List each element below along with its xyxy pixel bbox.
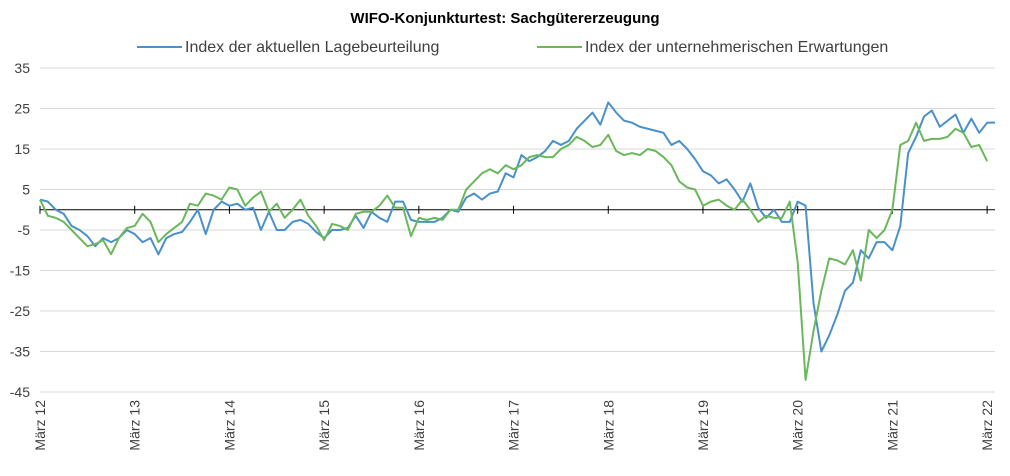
y-tick-label: 25 xyxy=(14,101,30,117)
chart-title: WIFO-Konjunkturtest: Sachgütererzeugung xyxy=(350,10,659,27)
y-axis-tick-labels: 35 25 15 5 -5 -15 -25 -35 -45 xyxy=(10,60,30,400)
x-tick-label: März 16 xyxy=(411,400,427,451)
y-tick-label: -5 xyxy=(18,222,31,238)
y-tick-label: -15 xyxy=(10,263,30,279)
legend-item-lagebeurteilung: Index der aktuellen Lagebeurteilung xyxy=(137,39,439,56)
series-line-lagebeurteilung xyxy=(39,101,995,353)
y-tick-label: -35 xyxy=(10,344,30,360)
legend: Index der aktuellen Lagebeurteilung Index… xyxy=(137,39,888,56)
x-tick-label: März 17 xyxy=(506,400,522,451)
x-tick-label: März 13 xyxy=(127,400,143,451)
legend-label: Index der aktuellen Lagebeurteilung xyxy=(185,39,439,56)
x-axis-tick-labels: März 12 März 13 März 14 März 15 März 16 März … xyxy=(32,400,995,451)
y-tick-label: 15 xyxy=(14,141,30,157)
y-tick-label: -25 xyxy=(10,303,30,319)
x-tick-label: März 15 xyxy=(316,400,332,451)
x-tick-label: März 19 xyxy=(695,400,711,451)
grid-lines xyxy=(40,67,995,393)
y-tick-label: 35 xyxy=(14,60,30,76)
y-tick-label: 5 xyxy=(22,182,30,198)
x-tick-label: März 12 xyxy=(32,400,48,451)
x-tick-label: März 20 xyxy=(790,400,806,451)
legend-item-erwartungen: Index der unternehmerischen Erwartungen xyxy=(537,39,888,56)
series-lines xyxy=(39,101,995,381)
x-tick-label: März 18 xyxy=(600,400,616,451)
x-tick-label: März 14 xyxy=(221,400,237,451)
x-tick-label: März 22 xyxy=(979,400,995,451)
legend-label: Index der unternehmerischen Erwartungen xyxy=(585,39,888,56)
zero-axis xyxy=(39,205,995,214)
y-tick-label: -45 xyxy=(10,384,30,400)
series-line-erwartungen xyxy=(39,121,989,381)
x-tick-label: März 21 xyxy=(884,400,900,451)
